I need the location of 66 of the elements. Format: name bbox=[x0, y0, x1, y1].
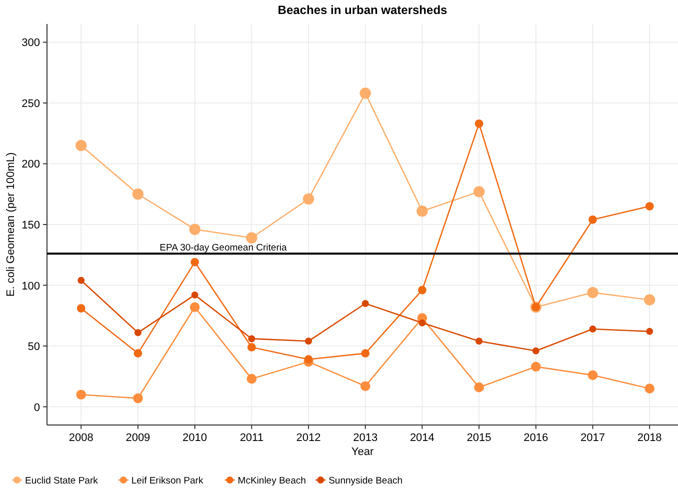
point bbox=[360, 381, 370, 392]
x-tick-label: 2014 bbox=[410, 432, 434, 444]
point bbox=[418, 319, 426, 326]
x-tick-label: 2010 bbox=[182, 432, 208, 444]
point bbox=[360, 88, 371, 99]
point bbox=[190, 302, 200, 312]
y-tick-label: 50 bbox=[28, 341, 40, 354]
x-tick-label: 2015 bbox=[466, 432, 492, 444]
legend-label: Euclid State Park bbox=[25, 476, 98, 486]
point bbox=[191, 291, 198, 298]
point bbox=[133, 393, 143, 404]
x-axis-title: Year bbox=[351, 446, 374, 458]
point bbox=[644, 294, 656, 306]
x-tick-label: 2018 bbox=[637, 432, 662, 444]
point bbox=[304, 355, 313, 364]
y-axis-title: E. coli Geomean (per 100mL) bbox=[5, 152, 17, 297]
point bbox=[589, 326, 596, 333]
point bbox=[644, 384, 654, 394]
point bbox=[78, 276, 85, 284]
x-tick-label: 2008 bbox=[68, 432, 94, 444]
point bbox=[246, 374, 257, 384]
point bbox=[189, 224, 200, 235]
point bbox=[588, 215, 597, 224]
x-tick-label: 2009 bbox=[126, 432, 150, 444]
y-tick-label: 100 bbox=[22, 280, 40, 292]
x-tick-label: 2013 bbox=[353, 432, 378, 444]
y-tick-label: 250 bbox=[22, 98, 40, 110]
point bbox=[532, 347, 540, 354]
point bbox=[302, 193, 314, 205]
point bbox=[587, 286, 598, 298]
x-tick-label: 2012 bbox=[296, 432, 321, 444]
point bbox=[134, 349, 142, 358]
y-tick-label: 150 bbox=[22, 220, 40, 232]
point bbox=[474, 382, 484, 392]
y-tick-label: 300 bbox=[22, 37, 40, 50]
point bbox=[416, 206, 428, 217]
point bbox=[645, 202, 654, 210]
point bbox=[646, 328, 654, 335]
y-tick-label: 200 bbox=[22, 158, 40, 171]
point bbox=[362, 300, 369, 307]
point bbox=[246, 232, 258, 244]
point bbox=[248, 335, 256, 342]
point bbox=[76, 390, 86, 400]
legend-label: McKinley Beach bbox=[238, 476, 306, 486]
chart-title: Beaches in urban watersheds bbox=[278, 3, 448, 17]
point bbox=[530, 362, 541, 372]
point bbox=[588, 370, 598, 380]
point bbox=[190, 258, 199, 266]
x-tick-label: 2011 bbox=[240, 432, 264, 444]
x-tick-label: 2017 bbox=[580, 432, 605, 444]
point bbox=[361, 349, 370, 358]
point bbox=[76, 304, 86, 313]
legend-label: Sunnyside Beach bbox=[328, 476, 403, 486]
point bbox=[247, 343, 256, 352]
legend-label: Leif Erikson Park bbox=[131, 476, 204, 486]
point bbox=[476, 338, 483, 345]
point bbox=[134, 329, 142, 336]
x-tick-label: 2016 bbox=[524, 432, 548, 444]
point bbox=[132, 188, 144, 200]
point bbox=[304, 338, 312, 345]
y-tick-label: 0 bbox=[34, 402, 40, 414]
point bbox=[418, 286, 426, 294]
ref-line-label: EPA 30-day Geomean Criteria bbox=[160, 242, 288, 254]
point bbox=[473, 186, 485, 198]
point bbox=[76, 140, 87, 152]
point bbox=[474, 119, 484, 128]
